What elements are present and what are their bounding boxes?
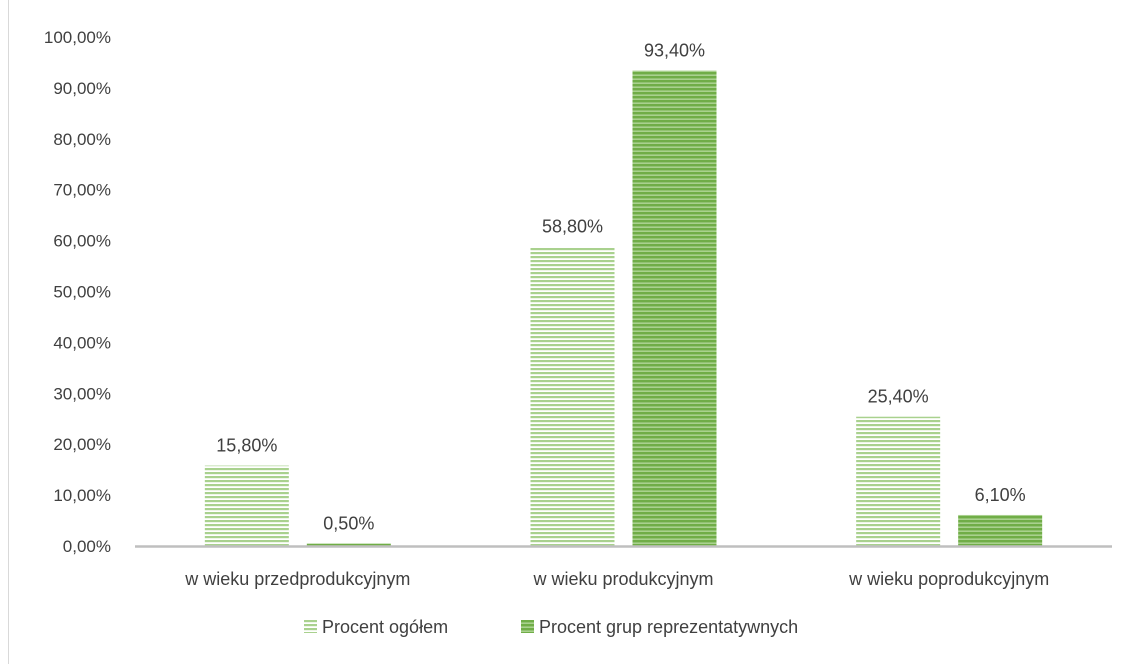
data-label-procent-ogolem: 58,80% (542, 217, 603, 237)
y-tick-label: 50,00% (53, 283, 111, 302)
bars-group (204, 70, 1043, 547)
y-tick-label: 100,00% (44, 28, 111, 47)
y-tick-label: 0,00% (63, 537, 111, 556)
bar-procent-grup (958, 514, 1043, 546)
x-category-label: w wieku przedprodukcyjnym (184, 569, 410, 589)
bar-procent-grup (632, 70, 717, 547)
bar-procent-ogolem (204, 465, 289, 546)
data-label-procent-ogolem: 15,80% (216, 436, 277, 456)
x-category-label: w wieku poprodukcyjnym (848, 569, 1049, 589)
y-tick-label: 40,00% (53, 333, 111, 352)
y-tick-label: 10,00% (53, 486, 111, 505)
data-label-procent-grup: 93,40% (644, 41, 705, 61)
y-tick-label: 80,00% (53, 130, 111, 149)
legend-label-procent-grup: Procent grup reprezentatywnych (539, 617, 798, 637)
data-label-procent-ogolem: 25,40% (868, 387, 929, 407)
bar-procent-ogolem (530, 246, 615, 546)
legend-label-procent-ogolem: Procent ogółem (322, 617, 448, 637)
x-axis-category-labels: w wieku przedprodukcyjnym w wieku produkc… (184, 569, 1049, 589)
x-category-label: w wieku produkcyjnym (532, 569, 713, 589)
y-tick-label: 60,00% (53, 232, 111, 251)
y-tick-label: 20,00% (53, 435, 111, 454)
data-label-procent-grup: 0,50% (323, 513, 374, 533)
y-tick-label: 30,00% (53, 384, 111, 403)
bar-procent-grup (306, 543, 391, 546)
y-tick-label: 70,00% (53, 181, 111, 200)
legend-swatch-procent-ogolem (304, 620, 317, 633)
data-labels-group: 15,80% 0,50% 58,80% 93,40% 25,40% 6,10% (216, 41, 1025, 534)
bar-procent-ogolem (856, 416, 941, 546)
y-tick-label: 90,00% (53, 79, 111, 98)
y-axis-tick-labels: 0,00% 10,00% 20,00% 30,00% 40,00% 50,00% 60,00… (44, 28, 111, 556)
chart-frame-border (8, 0, 9, 664)
legend-swatch-procent-grup (521, 620, 534, 633)
data-label-procent-grup: 6,10% (975, 485, 1026, 505)
legend: Procent ogółem Procent grup reprezentatyw… (304, 617, 798, 637)
